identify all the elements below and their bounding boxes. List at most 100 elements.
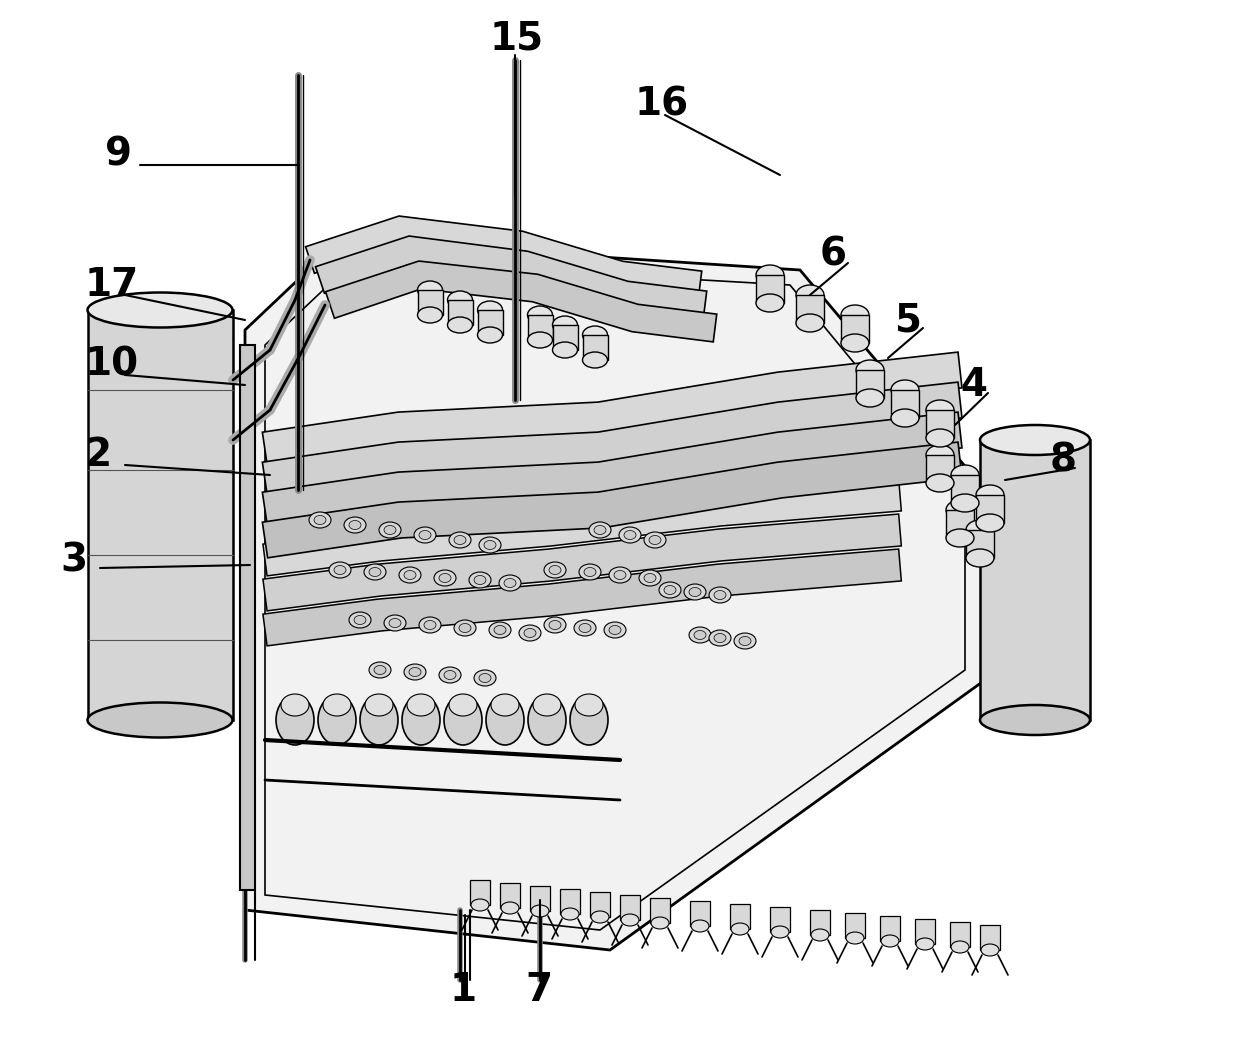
Ellipse shape xyxy=(684,585,706,600)
Ellipse shape xyxy=(951,941,968,953)
Ellipse shape xyxy=(651,917,670,929)
Ellipse shape xyxy=(589,522,611,538)
Ellipse shape xyxy=(471,900,489,911)
Text: 9: 9 xyxy=(105,136,131,174)
Bar xyxy=(650,898,670,923)
Bar xyxy=(88,310,233,720)
Text: 3: 3 xyxy=(60,541,87,579)
Ellipse shape xyxy=(434,570,456,586)
Ellipse shape xyxy=(796,285,825,305)
Text: 8: 8 xyxy=(1050,441,1078,479)
Ellipse shape xyxy=(489,622,511,638)
Ellipse shape xyxy=(528,696,565,745)
Bar xyxy=(950,922,970,947)
Ellipse shape xyxy=(926,445,954,465)
Bar xyxy=(756,275,784,303)
Ellipse shape xyxy=(322,694,351,716)
Ellipse shape xyxy=(414,527,436,543)
Ellipse shape xyxy=(583,352,608,368)
Ellipse shape xyxy=(365,694,393,716)
Ellipse shape xyxy=(980,705,1090,735)
Ellipse shape xyxy=(486,696,525,745)
Ellipse shape xyxy=(841,334,869,352)
Text: 15: 15 xyxy=(490,19,544,57)
Ellipse shape xyxy=(644,574,656,582)
Ellipse shape xyxy=(409,668,422,676)
Ellipse shape xyxy=(281,694,309,716)
Bar xyxy=(796,295,825,323)
Bar xyxy=(976,495,1004,523)
Ellipse shape xyxy=(574,620,596,636)
Ellipse shape xyxy=(88,293,233,328)
Bar xyxy=(946,509,973,538)
Ellipse shape xyxy=(419,531,432,539)
Text: 1: 1 xyxy=(450,971,477,1009)
Ellipse shape xyxy=(966,520,994,540)
Ellipse shape xyxy=(491,694,520,716)
Text: 16: 16 xyxy=(635,86,689,124)
Ellipse shape xyxy=(946,500,973,520)
Ellipse shape xyxy=(549,620,560,630)
Polygon shape xyxy=(241,345,255,890)
Ellipse shape xyxy=(951,465,980,485)
Text: 5: 5 xyxy=(895,301,923,339)
Ellipse shape xyxy=(575,694,603,716)
Bar xyxy=(590,892,610,917)
Ellipse shape xyxy=(498,575,521,591)
Ellipse shape xyxy=(353,615,366,625)
Ellipse shape xyxy=(614,571,626,579)
Ellipse shape xyxy=(317,696,356,745)
Polygon shape xyxy=(263,442,962,558)
Bar xyxy=(980,925,999,950)
Ellipse shape xyxy=(314,516,326,524)
Ellipse shape xyxy=(579,624,591,632)
Ellipse shape xyxy=(579,564,601,580)
Text: 17: 17 xyxy=(86,266,139,304)
Polygon shape xyxy=(263,479,901,576)
Polygon shape xyxy=(263,549,901,646)
Ellipse shape xyxy=(709,630,732,646)
Ellipse shape xyxy=(477,327,502,344)
Ellipse shape xyxy=(424,620,436,630)
Ellipse shape xyxy=(384,615,405,631)
Bar xyxy=(553,324,578,350)
Ellipse shape xyxy=(370,568,381,576)
Ellipse shape xyxy=(544,617,565,633)
Bar xyxy=(841,315,869,344)
Bar xyxy=(966,530,994,558)
Bar xyxy=(689,901,711,926)
Ellipse shape xyxy=(980,425,1090,455)
Ellipse shape xyxy=(663,586,676,594)
Ellipse shape xyxy=(277,696,314,745)
Polygon shape xyxy=(315,236,707,319)
Ellipse shape xyxy=(771,926,789,938)
Ellipse shape xyxy=(399,567,422,583)
Ellipse shape xyxy=(88,703,233,738)
Ellipse shape xyxy=(560,908,579,920)
Ellipse shape xyxy=(689,588,701,596)
Text: 2: 2 xyxy=(86,435,112,474)
Ellipse shape xyxy=(714,633,725,643)
Ellipse shape xyxy=(966,549,994,567)
Ellipse shape xyxy=(583,326,608,344)
Bar xyxy=(856,370,884,398)
Bar xyxy=(926,410,954,438)
Ellipse shape xyxy=(694,630,706,639)
Ellipse shape xyxy=(739,636,751,646)
Ellipse shape xyxy=(732,923,749,935)
Ellipse shape xyxy=(459,624,471,632)
Ellipse shape xyxy=(846,932,864,944)
Ellipse shape xyxy=(691,920,709,932)
Ellipse shape xyxy=(404,571,415,579)
Polygon shape xyxy=(305,216,702,299)
Ellipse shape xyxy=(709,587,732,602)
Ellipse shape xyxy=(525,629,536,637)
Ellipse shape xyxy=(389,618,401,628)
Ellipse shape xyxy=(348,612,371,628)
Ellipse shape xyxy=(448,291,472,309)
Ellipse shape xyxy=(448,317,472,333)
Ellipse shape xyxy=(796,314,825,332)
Ellipse shape xyxy=(544,562,565,578)
Ellipse shape xyxy=(449,694,477,716)
Bar xyxy=(880,916,900,941)
